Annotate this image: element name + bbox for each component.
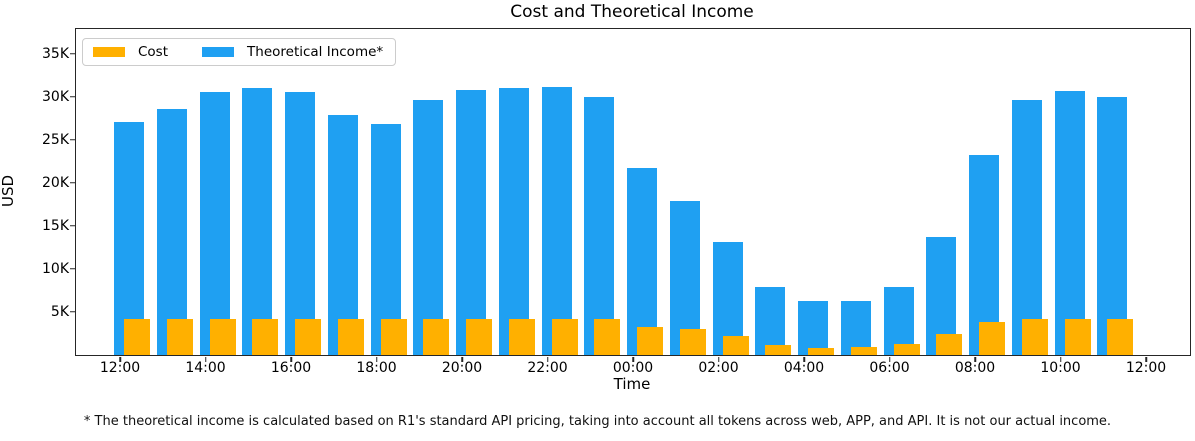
y-tick-label: 20K	[42, 174, 69, 191]
bar-cost	[765, 344, 792, 355]
legend-item-income: Theoretical Income*	[202, 44, 383, 60]
bar-cost	[808, 348, 834, 355]
income-swatch	[202, 47, 235, 57]
bar-cost	[594, 318, 621, 355]
x-tick-mark	[119, 357, 121, 362]
bar-cost	[508, 318, 535, 355]
bar-cost	[124, 318, 150, 355]
bar-income	[1097, 96, 1128, 355]
bar-income	[456, 90, 486, 355]
bar-cost	[380, 318, 407, 355]
plot-area: Cost Theoretical Income* 12:00 14:00 16:00…	[42, 28, 1191, 376]
bar-cost	[979, 322, 1005, 355]
bar-income	[498, 88, 529, 355]
legend-label-cost: Cost	[138, 44, 169, 60]
bar-income	[242, 88, 273, 355]
bar-income	[541, 86, 572, 355]
bar-income	[1054, 90, 1085, 355]
y-tick-mark	[70, 182, 75, 184]
x-tick-mark	[290, 357, 292, 362]
x-tick-mark	[632, 357, 634, 362]
y-tick-mark	[70, 311, 75, 313]
cost-swatch	[93, 47, 125, 57]
legend: Cost Theoretical Income*	[82, 38, 397, 66]
bar-income	[199, 91, 230, 355]
bar-income	[156, 109, 187, 355]
y-tick-label: 10K	[42, 260, 69, 277]
y-tick-mark	[70, 268, 75, 270]
legend-label-income: Theoretical Income*	[247, 44, 384, 60]
bar-income	[285, 91, 315, 355]
bar-income	[413, 99, 444, 355]
y-tick-label: 15K	[42, 217, 69, 234]
x-tick-mark	[1145, 357, 1147, 362]
x-tick-mark	[888, 357, 891, 362]
chart-title: Cost and Theoretical Income	[510, 2, 754, 22]
bar-cost	[1107, 318, 1134, 355]
y-tick-mark	[70, 139, 75, 141]
bar-cost	[850, 347, 877, 355]
x-tick-mark	[974, 357, 976, 362]
legend-item-cost: Cost	[93, 44, 168, 60]
bar-income	[584, 96, 615, 355]
x-tick-label: 08:00	[954, 360, 996, 376]
x-tick-label: 14:00	[185, 360, 226, 376]
x-tick-mark	[375, 357, 378, 362]
bar-income	[627, 167, 657, 355]
bar-cost	[337, 318, 364, 355]
bar-cost	[722, 336, 749, 355]
bar-income	[370, 123, 401, 355]
bar-cost	[893, 343, 920, 355]
x-tick-label: 16:00	[270, 360, 312, 376]
y-tick-label: 5K	[50, 303, 69, 320]
x-tick-label: 10:00	[1040, 360, 1081, 376]
y-tick-label: 25K	[42, 131, 69, 148]
y-tick-label: 35K	[42, 45, 69, 62]
x-tick-mark	[461, 357, 463, 362]
bar-income	[883, 287, 914, 355]
bar-income	[1011, 100, 1042, 355]
x-tick-label: 22:00	[527, 360, 568, 376]
bar-cost	[252, 318, 279, 355]
y-tick-mark	[70, 53, 75, 55]
x-tick-mark	[1059, 357, 1062, 362]
bar-income	[114, 121, 144, 355]
x-tick-mark	[717, 357, 720, 362]
bar-income	[969, 155, 999, 355]
bar-cost	[209, 318, 236, 355]
y-tick-mark	[70, 96, 75, 98]
bar-cost	[466, 318, 492, 355]
x-tick-label: 00:00	[612, 360, 654, 376]
bar-cost	[295, 318, 321, 355]
bar-cost	[637, 326, 663, 355]
x-axis-label: Time	[613, 375, 651, 393]
y-tick-mark	[70, 225, 75, 227]
bar-cost	[679, 329, 706, 355]
x-tick-label: 04:00	[783, 360, 825, 376]
x-tick-label: 12:00	[1125, 360, 1167, 376]
x-tick-label: 18:00	[356, 360, 397, 376]
x-tick-label: 06:00	[869, 360, 910, 376]
bar-income	[798, 300, 828, 355]
x-tick-label: 12:00	[99, 360, 141, 376]
x-tick-mark	[803, 357, 805, 362]
bar-cost	[936, 334, 963, 355]
bar-cost	[1021, 318, 1048, 355]
bar-cost	[1064, 318, 1091, 355]
bar-income	[755, 287, 786, 355]
x-tick-mark	[204, 357, 207, 362]
x-tick-mark	[546, 357, 549, 362]
x-tick-label: 02:00	[698, 360, 739, 376]
bar-income	[840, 300, 871, 355]
bar-income	[327, 115, 358, 355]
footnote: * The theoretical income is calculated b…	[83, 414, 1112, 429]
bar-cost	[166, 318, 193, 355]
y-tick-label: 30K	[42, 88, 69, 105]
bar-cost	[551, 318, 578, 355]
x-tick-label: 20:00	[441, 360, 483, 376]
bar-cost	[423, 318, 450, 355]
